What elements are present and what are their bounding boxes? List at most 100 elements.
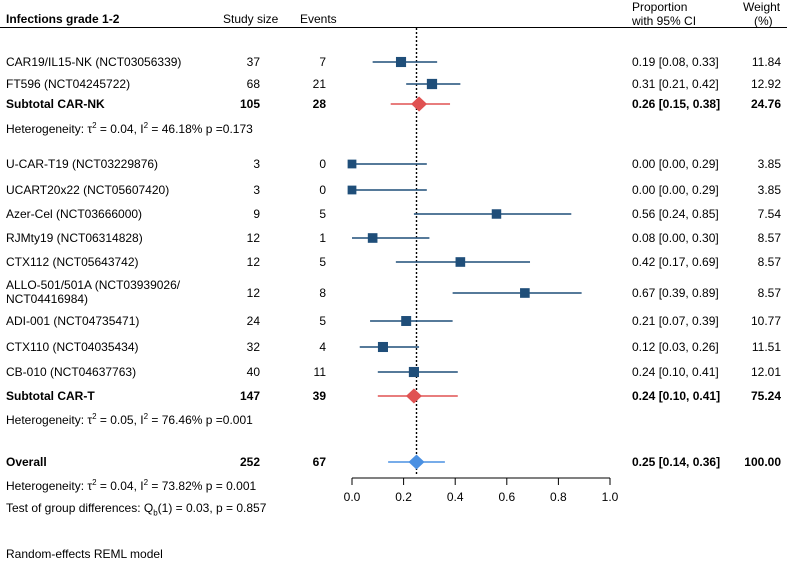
- subtotal-size: 147: [239, 389, 260, 403]
- model-note: Random-effects REML model: [6, 547, 163, 561]
- row-weight: 7.54: [757, 207, 781, 221]
- row-label: U-CAR-T19 (NCT03229876): [6, 157, 159, 171]
- x-axis-tick-label: 0.4: [447, 490, 464, 504]
- row-size: 40: [246, 365, 260, 379]
- subtotal-ci: 0.24 [0.10, 0.41]: [632, 389, 721, 403]
- point-estimate-marker: [426, 78, 438, 90]
- row-label: CB-010 (NCT04637763): [6, 365, 137, 379]
- column-header-ci: with 95% CI: [632, 14, 697, 28]
- summary-diamond: [411, 96, 428, 112]
- column-header-label: Infections grade 1-2: [6, 12, 120, 26]
- overall-ci: 0.25 [0.14, 0.36]: [632, 455, 721, 469]
- x-axis-tick-label: 1.0: [602, 490, 619, 504]
- row-events: 0: [319, 157, 326, 171]
- point-estimate-marker: [367, 233, 378, 243]
- row-label: CTX110 (NCT04035434): [6, 340, 139, 354]
- row-ci: 0.31 [0.21, 0.42]: [632, 77, 719, 91]
- x-axis-tick-label: 0.6: [498, 490, 515, 504]
- row-events: 1: [319, 231, 326, 245]
- row-events: 11: [313, 365, 326, 379]
- heterogeneity-nk: Heterogeneity: τ2 = 0.04, I2 = 46.18% p …: [6, 121, 253, 137]
- row-label-cont: NCT04416984): [6, 292, 89, 306]
- row-label: FT596 (NCT04245722): [6, 77, 131, 91]
- subtotal-size: 105: [239, 97, 260, 111]
- row-ci: 0.08 [0.00, 0.30]: [632, 231, 719, 245]
- x-axis-tick-label: 0.2: [395, 490, 412, 504]
- header-rule: [0, 27, 787, 28]
- point-estimate-marker: [520, 288, 530, 298]
- subtotal-ci: 0.26 [0.15, 0.38]: [632, 97, 721, 111]
- row-weight: 3.85: [757, 183, 781, 197]
- row-label: CAR19/IL15-NK (NCT03056339): [6, 55, 182, 69]
- overall-size: 252: [239, 455, 260, 469]
- row-size: 12: [246, 286, 260, 300]
- subtotal-events: 39: [312, 389, 326, 403]
- x-axis-tick-label: 0.0: [344, 490, 361, 504]
- row-ci: 0.24 [0.10, 0.41]: [632, 365, 719, 379]
- point-estimate-marker: [347, 185, 357, 195]
- row-weight: 10.77: [750, 314, 781, 328]
- row-ci: 0.00 [0.00, 0.29]: [632, 183, 719, 197]
- row-weight: 12.01: [750, 365, 781, 379]
- subtotal-label: Subtotal CAR-NK: [6, 97, 105, 111]
- group-difference-test: Test of group differences: Qb(1) = 0.03,…: [6, 501, 267, 518]
- row-ci: 0.56 [0.24, 0.85]: [632, 207, 719, 221]
- overall-label: Overall: [6, 455, 47, 469]
- row-label: RJMty19 (NCT06314828): [6, 231, 143, 245]
- point-estimate-marker: [377, 341, 388, 353]
- row-weight: 8.57: [757, 255, 781, 269]
- row-label: UCART20x22 (NCT05607420): [6, 183, 170, 197]
- row-size: 9: [253, 207, 260, 221]
- row-events: 7: [319, 55, 326, 69]
- row-ci: 0.42 [0.17, 0.69]: [632, 255, 719, 269]
- row-ci: 0.21 [0.07, 0.39]: [632, 314, 719, 328]
- x-axis-tick-label: 0.8: [550, 490, 567, 504]
- row-weight: 8.57: [757, 231, 781, 245]
- summary-diamond: [405, 388, 422, 404]
- column-header-events: Events: [300, 12, 337, 26]
- subtotal-weight: 24.76: [750, 97, 781, 111]
- row-size: 37: [246, 55, 260, 69]
- point-estimate-marker: [401, 316, 412, 326]
- point-estimate-marker: [491, 209, 502, 219]
- row-events: 21: [312, 77, 326, 91]
- row-weight: 11.51: [751, 340, 781, 354]
- row-label: CTX112 (NCT05643742): [6, 255, 139, 269]
- column-header-weight: Weight: [743, 0, 781, 14]
- row-size: 3: [253, 183, 260, 197]
- heterogeneity-overall: Heterogeneity: τ2 = 0.04, I2 = 73.82% p …: [6, 478, 257, 494]
- subtotal-events: 28: [312, 97, 326, 111]
- row-size: 24: [246, 314, 260, 328]
- row-weight: 12.92: [750, 77, 781, 91]
- row-size: 12: [246, 231, 260, 245]
- row-events: 8: [319, 286, 326, 300]
- row-events: 5: [319, 314, 326, 328]
- overall-weight: 100.00: [744, 455, 781, 469]
- heterogeneity-t: Heterogeneity: τ2 = 0.05, I2 = 76.46% p …: [6, 412, 253, 428]
- row-size: 3: [253, 157, 260, 171]
- summary-diamond: [408, 454, 425, 470]
- point-estimate-marker: [395, 56, 407, 68]
- row-label: ADI-001 (NCT04735471): [6, 314, 140, 328]
- subtotal-weight: 75.24: [750, 389, 781, 403]
- row-events: 4: [319, 340, 326, 354]
- row-size: 12: [246, 255, 260, 269]
- row-label: ALLO-501/501A (NCT03939026/: [6, 278, 181, 292]
- row-ci: 0.67 [0.39, 0.89]: [632, 286, 719, 300]
- point-estimate-marker: [408, 366, 419, 378]
- overall-events: 67: [312, 455, 326, 469]
- row-weight: 3.85: [757, 157, 781, 171]
- row-events: 5: [319, 207, 326, 221]
- column-header-weight-unit: (%): [754, 14, 773, 28]
- row-ci: 0.19 [0.08, 0.33]: [632, 55, 719, 69]
- row-weight: 11.84: [751, 55, 781, 69]
- point-estimate-marker: [347, 159, 357, 169]
- point-estimate-marker: [455, 257, 466, 267]
- row-label: Azer-Cel (NCT03666000): [6, 207, 143, 221]
- row-ci: 0.12 [0.03, 0.26]: [632, 340, 719, 354]
- subtotal-label: Subtotal CAR-T: [6, 389, 95, 403]
- row-size: 68: [246, 77, 260, 91]
- row-events: 5: [319, 255, 326, 269]
- column-header-proportion: Proportion: [632, 0, 688, 14]
- column-header-study-size: Study size: [223, 12, 279, 26]
